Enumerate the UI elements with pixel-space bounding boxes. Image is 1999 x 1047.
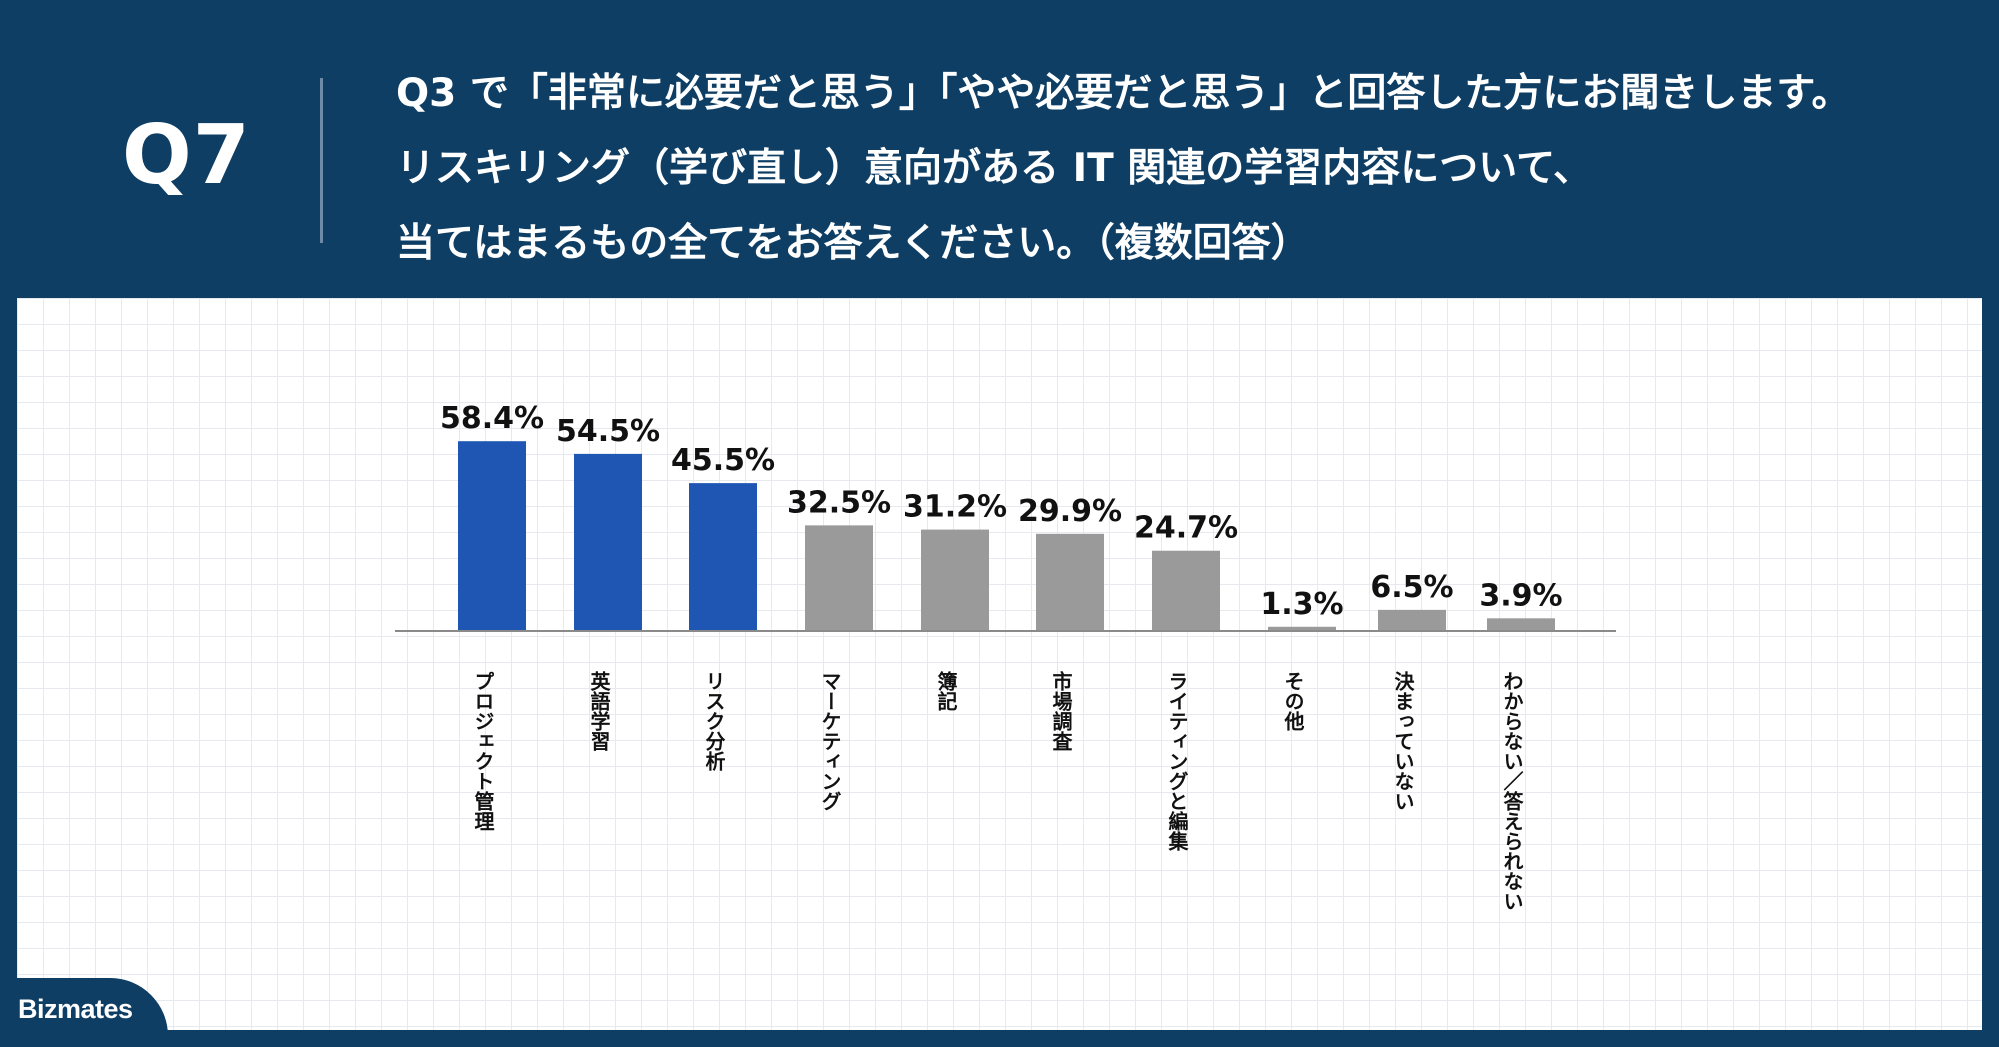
bar <box>1268 626 1336 631</box>
bar <box>458 441 526 631</box>
bar-value-label: 58.4% <box>440 401 544 436</box>
category-label: プロジェクト管理 <box>471 671 495 831</box>
category-label: リスク分析 <box>702 671 726 772</box>
header: Q7 Q3 で「非常に必要だと思う」「やや必要だと思う」と回答した方にお聞きしま… <box>0 0 1999 298</box>
question-line: Q3 で「非常に必要だと思う」「やや必要だと思う」と回答した方にお聞きします。 <box>396 71 1851 116</box>
category-label: 市場調査 <box>1049 670 1073 751</box>
bizmates-logo: Bizmates <box>18 994 133 1024</box>
category-label: ライティングと編集 <box>1165 671 1189 851</box>
bar-value-label: 1.3% <box>1260 587 1343 622</box>
category-label: 簿記 <box>934 670 958 711</box>
chart-panel: 58.4% プロジェクト管理 54.5% 英語学習 45.5% リスク分析 32.5% マーケ… <box>17 298 1982 1030</box>
category-label: マーケティング <box>818 671 842 811</box>
question-number: Q7 <box>122 108 251 203</box>
category-label: 決まっていない <box>1391 670 1415 811</box>
bar <box>1378 609 1446 631</box>
category-label: 英語学習 <box>587 670 611 752</box>
question-line: リスキリング（学び直し）意向がある IT 関連の学習内容について、 <box>396 146 1593 191</box>
bar-value-label: 3.9% <box>1479 578 1562 613</box>
bar <box>1036 533 1104 631</box>
bar <box>689 483 757 631</box>
bar <box>921 529 989 631</box>
bar <box>1152 550 1220 631</box>
logo-tab <box>0 978 168 1047</box>
bar-value-label: 45.5% <box>671 443 775 478</box>
bar-value-label: 6.5% <box>1370 570 1453 605</box>
category-label: その他 <box>1281 671 1305 731</box>
bar-chart: 58.4% プロジェクト管理 54.5% 英語学習 45.5% リスク分析 32.5% マーケ… <box>395 401 1616 911</box>
bar <box>1487 618 1555 631</box>
bar-value-label: 29.9% <box>1018 494 1122 529</box>
question-line: 当てはまるもの全てをお答えください。（複数回答） <box>396 221 1310 266</box>
bar <box>574 453 642 631</box>
bar-value-label: 54.5% <box>556 414 660 449</box>
question-text: Q3 で「非常に必要だと思う」「やや必要だと思う」と回答した方にお聞きします。 … <box>396 56 1986 281</box>
bar <box>805 525 873 631</box>
bar-value-label: 24.7% <box>1134 511 1238 546</box>
bar-value-label: 31.2% <box>903 490 1007 525</box>
category-label: わからない／答えられない <box>1500 671 1524 911</box>
bar-value-label: 32.5% <box>787 485 891 520</box>
header-divider <box>320 78 323 243</box>
